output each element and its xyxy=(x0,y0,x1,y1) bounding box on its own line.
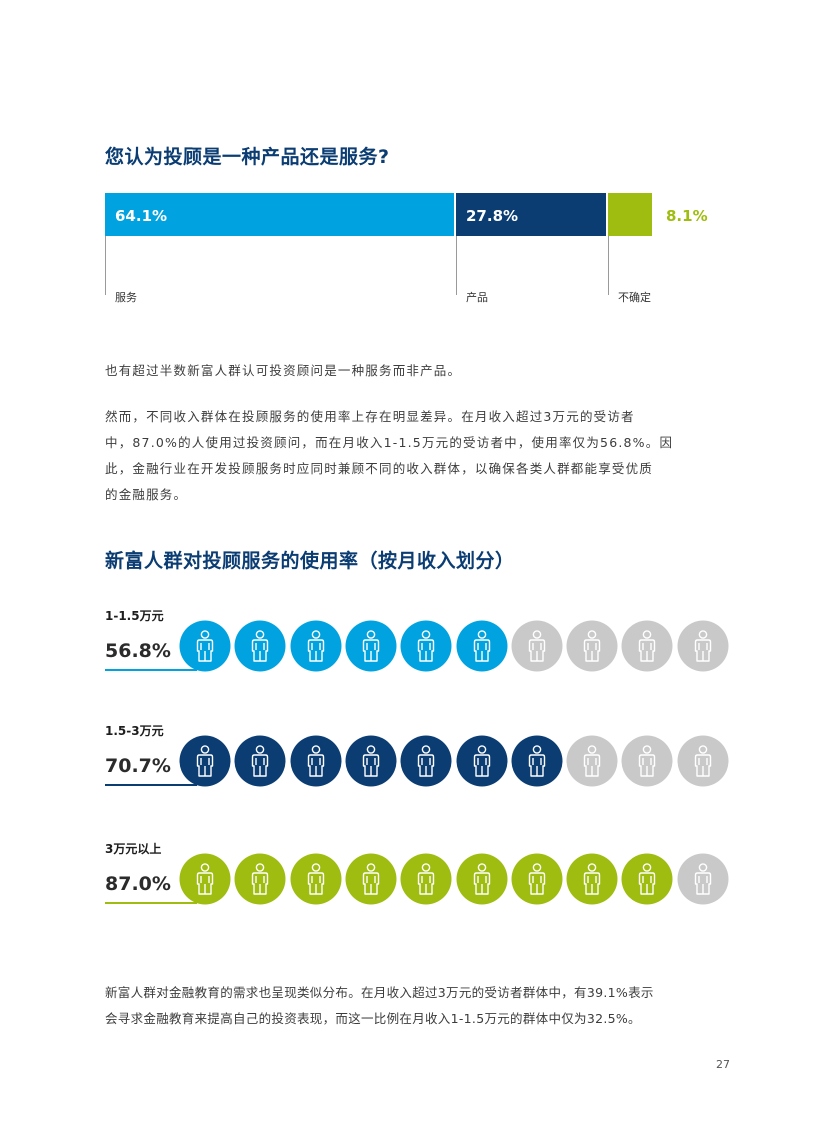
person-icon xyxy=(621,620,673,672)
paragraph-1: 也有超过半数新富人群认可投资顾问是一种服务而非产品。 xyxy=(105,363,462,378)
stacked-bar-chart: 64.1% 服务 27.8% 产品 8.1% 不确定 xyxy=(105,193,708,304)
person-icon xyxy=(179,735,231,787)
pictogram-chart-title: 新富人群对投顾服务的使用率（按月收入划分） xyxy=(105,550,515,572)
person-icon xyxy=(566,853,618,905)
person-icon xyxy=(456,620,507,672)
person-icon xyxy=(234,620,286,672)
bar-value-label: 8.1% xyxy=(666,207,708,225)
paragraph-2: 然而，不同收入群体在投顾服务的使用率上存在明显差异。在月收入超过3万元的受访者 … xyxy=(105,404,673,508)
stacked-chart-title: 您认为投顾是一种产品还是服务? xyxy=(105,146,390,168)
bar-segment-3 xyxy=(608,193,652,236)
person-icon xyxy=(290,620,342,672)
pictogram-row-underline xyxy=(105,902,197,904)
bar-segment-1 xyxy=(105,193,454,236)
pictogram-row-category: 1.5-3万元 xyxy=(105,724,164,738)
person-icon xyxy=(621,735,673,787)
pictogram-row-underline xyxy=(105,784,197,786)
bar-category-label: 不确定 xyxy=(618,291,651,304)
person-icon xyxy=(456,853,507,905)
person-icon xyxy=(290,853,342,905)
paragraph-2-line: 然而，不同收入群体在投顾服务的使用率上存在明显差异。在月收入超过3万元的受访者 xyxy=(105,409,635,424)
paragraph-3: 新富人群对金融教育的需求也呈现类似分布。在月收入超过3万元的受访者群体中，有39… xyxy=(105,980,654,1032)
person-icon xyxy=(566,620,618,672)
person-icon xyxy=(677,735,729,787)
person-icon xyxy=(621,853,673,905)
paragraph-3-line: 会寻求金融教育来提高自己的投资表现，而这一比例在月收入1-1.5万元的群体中仅为… xyxy=(105,1011,641,1026)
person-icon xyxy=(511,853,563,905)
person-icon xyxy=(234,853,286,905)
person-icon xyxy=(400,735,452,787)
pictogram-icon-row xyxy=(179,620,732,672)
paragraph-2-line: 中，87.0%的人使用过投资顾问，而在月收入1-1.5万元的受访者中，使用率仅为… xyxy=(105,435,674,450)
person-icon xyxy=(511,620,563,672)
pictogram-row-value: 56.8% xyxy=(105,640,171,662)
pictogram-row-value: 87.0% xyxy=(105,873,171,895)
bar-value-label: 27.8% xyxy=(466,207,519,225)
person-icon xyxy=(345,735,397,787)
page-number: 27 xyxy=(716,1058,730,1071)
person-icon xyxy=(400,620,452,672)
person-icon xyxy=(345,620,397,672)
person-icon xyxy=(456,735,507,787)
bar-leader-line xyxy=(456,236,457,295)
paragraph-3-line: 新富人群对金融教育的需求也呈现类似分布。在月收入超过3万元的受访者群体中，有39… xyxy=(105,985,654,1000)
person-icon xyxy=(234,735,286,787)
pictogram-row-underline xyxy=(105,669,197,671)
pictogram-row-category: 1-1.5万元 xyxy=(105,609,164,623)
pictogram-row-category: 3万元以上 xyxy=(105,842,162,856)
paragraph-2-line: 此，金融行业在开发投顾服务时应同时兼顾不同的收入群体，以确保各类人群都能享受优质 xyxy=(105,461,654,476)
paragraph-2-line: 的金融服务。 xyxy=(105,487,188,502)
person-icon xyxy=(179,853,231,905)
pictogram-icon-row xyxy=(179,853,732,905)
person-icon xyxy=(511,735,563,787)
pictogram-row-value: 70.7% xyxy=(105,755,171,777)
person-icon xyxy=(290,735,342,787)
bar-segment-2 xyxy=(456,193,606,236)
bar-category-label: 服务 xyxy=(115,291,137,304)
bar-value-label: 64.1% xyxy=(115,207,168,225)
person-icon xyxy=(566,735,618,787)
person-icon xyxy=(677,853,729,905)
bar-category-label: 产品 xyxy=(466,291,488,304)
bar-leader-line xyxy=(105,236,106,295)
person-icon xyxy=(677,620,729,672)
person-icon xyxy=(345,853,397,905)
person-icon xyxy=(179,620,231,672)
bar-leader-line xyxy=(608,236,609,295)
pictogram-icon-row xyxy=(179,735,732,787)
person-icon xyxy=(400,853,452,905)
